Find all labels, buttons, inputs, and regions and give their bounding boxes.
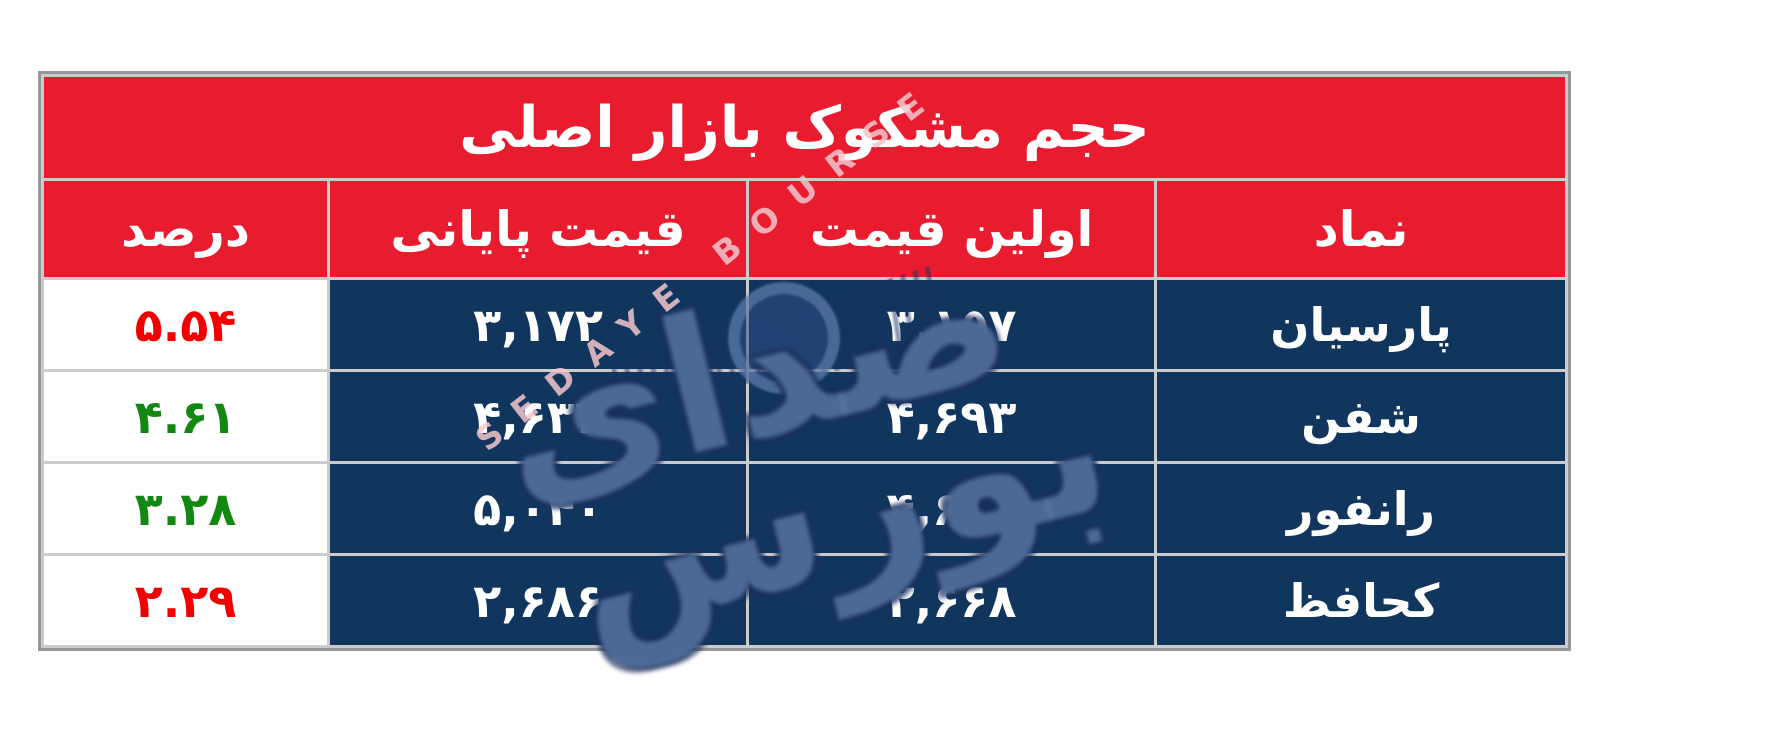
close-price-cell: ۲,۶۸۶ xyxy=(330,556,747,645)
table-row: رانفور ۴,۶۱۰ ۵,۰۴۰ ۳.۲۸ xyxy=(44,464,1566,553)
table-row: کحافظ ۲,۶۶۸ ۲,۶۸۶ ۲.۲۹ xyxy=(44,556,1566,645)
first-price-cell: ۴,۶۱۰ xyxy=(749,464,1155,553)
column-header-first-price: اولین قیمت xyxy=(749,181,1155,277)
close-price-cell: ۴,۶۳۲ xyxy=(330,372,747,461)
column-header-symbol: نماد xyxy=(1157,181,1566,277)
symbol-cell: رانفور xyxy=(1157,464,1566,553)
close-price-cell: ۵,۰۴۰ xyxy=(330,464,747,553)
percent-cell: ۵.۵۴ xyxy=(44,280,328,369)
table-row: شفن ۴,۶۹۳ ۴,۶۳۲ ۴.۶۱ xyxy=(44,372,1566,461)
title-row: حجم مشکوک بازار اصلی xyxy=(44,77,1566,178)
first-price-cell: ۴,۶۹۳ xyxy=(749,372,1155,461)
suspicious-volume-table: حجم مشکوک بازار اصلی نماد اولین قیمت قیم… xyxy=(38,71,1572,651)
first-price-cell: ۲,۶۶۸ xyxy=(749,556,1155,645)
first-price-cell: ۳,۱۵۷ xyxy=(749,280,1155,369)
header-row: نماد اولین قیمت قیمت پایانی درصد xyxy=(44,181,1566,277)
column-header-percent: درصد xyxy=(44,181,328,277)
percent-cell: ۲.۲۹ xyxy=(44,556,328,645)
symbol-cell: شفن xyxy=(1157,372,1566,461)
symbol-cell: کحافظ xyxy=(1157,556,1566,645)
column-header-close-price: قیمت پایانی xyxy=(330,181,747,277)
symbol-cell: پارسیان xyxy=(1157,280,1566,369)
close-price-cell: ۳,۱۷۲ xyxy=(330,280,747,369)
percent-cell: ۴.۶۱ xyxy=(44,372,328,461)
table-title: حجم مشکوک بازار اصلی xyxy=(44,77,1566,178)
table-row: پارسیان ۳,۱۵۷ ۳,۱۷۲ ۵.۵۴ xyxy=(44,280,1566,369)
percent-cell: ۳.۲۸ xyxy=(44,464,328,553)
